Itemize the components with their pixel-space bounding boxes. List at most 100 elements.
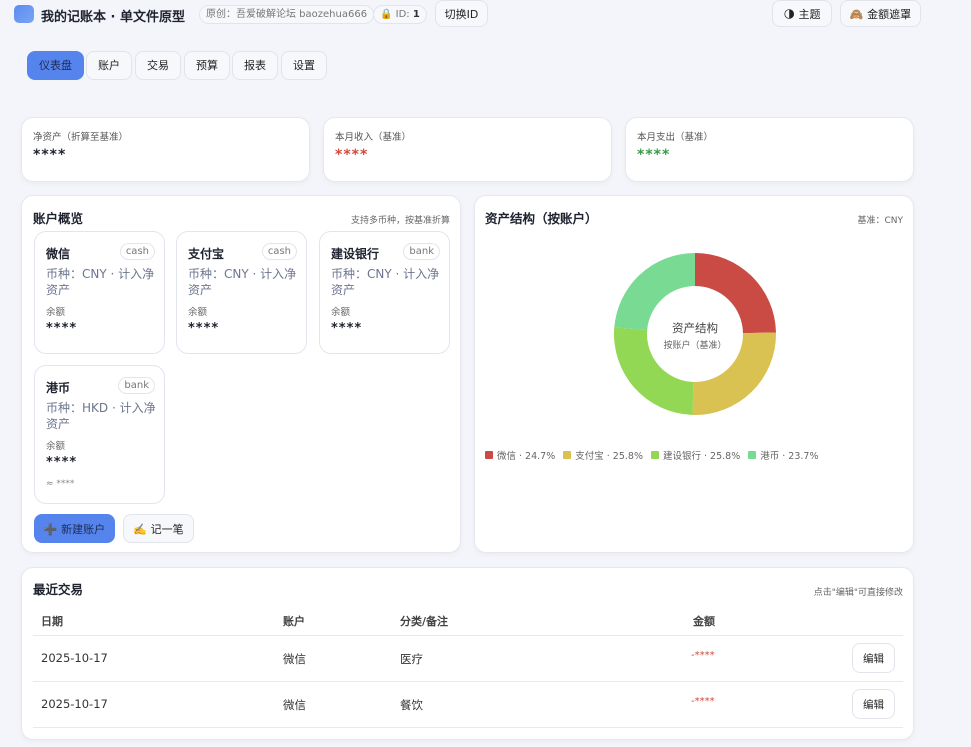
account-name: 支付宝 — [188, 247, 225, 261]
switch-id-button[interactable]: 切换ID — [435, 0, 488, 27]
balance-value: **** — [46, 321, 78, 336]
tab-settings[interactable]: 设置 — [281, 51, 327, 80]
row-account: 微信 — [283, 698, 306, 712]
stat-label: 净资产（折算至基准） — [33, 132, 129, 143]
writing-hand-icon: ✍️ — [133, 523, 148, 536]
edit-button[interactable]: 编辑 — [852, 643, 895, 673]
tab-accounts[interactable]: 账户 — [86, 51, 132, 80]
legend-swatch — [563, 451, 572, 459]
panel-note: 支持多币种，按基准折算 — [350, 216, 450, 226]
legend-label: 港币 · 23.7% — [760, 451, 819, 462]
donut-chart — [614, 253, 776, 415]
account-type-badge: cash — [261, 243, 297, 260]
column-header-amount: 金额 — [693, 615, 715, 628]
chart-legend: 微信 · 24.7% 支付宝 · 25.8% 建设银行 · 25.8% 港币 ·… — [485, 448, 819, 462]
id-label: ID: — [395, 9, 410, 20]
record-button[interactable]: ✍️ 记一笔 — [123, 514, 194, 543]
account-currency: 币种：CNY · 计入净资产 — [331, 267, 440, 297]
tab-dashboard[interactable]: 仪表盘 — [27, 51, 84, 80]
balance-value: **** — [331, 321, 363, 336]
legend-item: 港币 · 23.7% — [748, 448, 819, 462]
edit-button[interactable]: 编辑 — [852, 689, 895, 719]
divider — [33, 635, 903, 636]
new-account-button[interactable]: ➕ 新建账户 — [34, 514, 115, 543]
author-badge: 原创：吾爱破解论坛 baozehua666 — [199, 5, 375, 24]
row-date: 2025-10-17 — [41, 651, 108, 665]
row-date: 2025-10-17 — [41, 697, 108, 711]
tab-budget[interactable]: 预算 — [184, 51, 230, 80]
new-account-label: 新建账户 — [61, 523, 106, 536]
divider — [33, 681, 903, 682]
theme-label: 主题 — [798, 8, 821, 21]
row-category: 餐饮 — [400, 698, 423, 712]
tab-transactions[interactable]: 交易 — [135, 51, 181, 80]
panel-title: 资产结构（按账户） — [485, 211, 598, 226]
column-header-date: 日期 — [41, 615, 63, 628]
balance-label: 余额 — [46, 441, 66, 452]
column-header-account: 账户 — [283, 615, 305, 628]
column-header-category: 分类/备注 — [400, 615, 449, 628]
donut-center-title: 资产结构 — [672, 321, 718, 335]
donut-center-subtitle: 按账户（基准） — [663, 341, 727, 351]
accounts-panel: 账户概览 支持多币种，按基准折算 微信 cash 币种：CNY · 计入净资产 … — [21, 195, 461, 553]
row-account: 微信 — [283, 652, 306, 666]
stat-label: 本月支出（基准） — [637, 132, 714, 143]
panel-note: 点击"编辑"可直接修改 — [813, 588, 903, 598]
panel-title: 最近交易 — [33, 582, 84, 597]
legend-label: 建设银行 · 25.8% — [663, 451, 741, 462]
record-label: 记一笔 — [150, 523, 184, 536]
account-name: 建设银行 — [331, 247, 380, 261]
account-currency: 币种：CNY · 计入净资产 — [46, 267, 155, 297]
legend-label: 微信 · 24.7% — [497, 451, 556, 462]
account-type-badge: cash — [119, 243, 155, 260]
tab-reports[interactable]: 报表 — [232, 51, 278, 80]
panel-title: 账户概览 — [33, 211, 84, 226]
account-currency: 币种：HKD · 计入净资产 — [46, 401, 156, 431]
stat-value: **** — [637, 147, 671, 163]
donut-slice-建设银行 — [614, 327, 694, 415]
mask-button[interactable]: 🙈 金额遮罩 — [840, 0, 921, 27]
stat-value: **** — [33, 147, 67, 163]
id-badge: 🔒 ID: 1 — [373, 5, 427, 24]
theme-button[interactable]: 🌗 主题 — [772, 0, 832, 27]
legend-swatch — [485, 451, 493, 459]
legend-item: 微信 · 24.7% — [485, 448, 555, 462]
account-card[interactable]: 微信 cash 币种：CNY · 计入净资产 余额 **** — [34, 231, 165, 354]
account-type-badge: bank — [118, 377, 155, 394]
app-logo — [14, 5, 34, 23]
account-card[interactable]: 支付宝 cash 币种：CNY · 计入净资产 余额 **** — [176, 231, 307, 354]
account-name: 微信 — [46, 247, 71, 261]
mask-label: 金额遮罩 — [867, 8, 912, 21]
id-value: 1 — [412, 9, 420, 20]
donut-slice-微信 — [695, 253, 776, 334]
row-category: 医疗 — [400, 652, 423, 666]
stat-value: **** — [335, 147, 369, 163]
donut-slice-港币 — [614, 253, 695, 331]
account-type-badge: bank — [403, 243, 440, 260]
app-title: 我的记账本 · 单文件原型 — [41, 10, 185, 25]
balance-value: **** — [46, 455, 78, 470]
balance-label: 余额 — [46, 307, 66, 318]
row-amount: -**** — [691, 696, 715, 707]
stat-month-expense: 本月支出（基准） **** — [625, 117, 914, 182]
donut-slice-支付宝 — [692, 332, 776, 415]
account-currency: 币种：CNY · 计入净资产 — [188, 267, 297, 297]
asset-structure-panel: 资产结构（按账户） 基准：CNY 资产结构 按账户（基准） 微信 · 24.7%… — [474, 195, 914, 553]
account-name: 港币 — [46, 381, 71, 395]
recent-transactions-panel — [21, 567, 914, 740]
stat-label: 本月收入（基准） — [335, 132, 412, 143]
balance-label: 余额 — [331, 307, 351, 318]
legend-label: 支付宝 · 25.8% — [575, 451, 643, 462]
lock-icon: 🔒 — [380, 9, 393, 20]
plus-icon: ➕ — [43, 523, 58, 536]
moon-icon: 🌗 — [783, 8, 795, 21]
account-card[interactable]: 港币 bank 币种：HKD · 计入净资产 余额 **** ≈ **** — [34, 365, 165, 504]
row-amount: -**** — [691, 650, 715, 661]
account-card[interactable]: 建设银行 bank 币种：CNY · 计入净资产 余额 **** — [319, 231, 450, 354]
stat-month-income: 本月收入（基准） **** — [323, 117, 612, 182]
balance-label: 余额 — [188, 307, 208, 318]
legend-swatch — [651, 451, 659, 459]
legend-swatch — [748, 451, 757, 459]
balance-value: **** — [188, 321, 220, 336]
monkey-icon: 🙈 — [849, 8, 864, 21]
